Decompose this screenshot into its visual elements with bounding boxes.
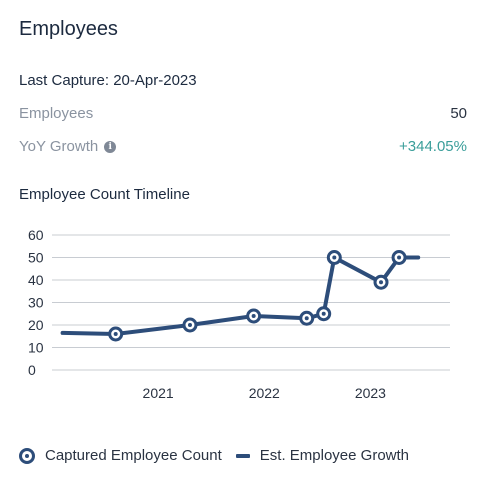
captured-point-center bbox=[113, 332, 118, 336]
legend-captured-label: Captured Employee Count bbox=[45, 447, 222, 464]
x-tick-label: 2021 bbox=[143, 385, 174, 401]
x-tick-label: 2022 bbox=[249, 385, 280, 401]
x-tick-label: 2023 bbox=[355, 385, 386, 401]
captured-point-center bbox=[397, 255, 402, 260]
chart-title: Employee Count Timeline bbox=[19, 186, 190, 203]
captured-point-center bbox=[332, 255, 337, 260]
legend-estimated[interactable]: Est. Employee Growth bbox=[235, 447, 410, 464]
employee-timeline-chart: 0 10 20 30 40 50 60 2021 2022 2023 bbox=[28, 227, 450, 401]
captured-point-center bbox=[187, 323, 192, 327]
captured-point-center bbox=[379, 280, 384, 285]
employees-label: Employees bbox=[19, 105, 94, 122]
yoy-growth-row: YoY Growth i +344.05% bbox=[19, 138, 467, 155]
yoy-growth-label-wrap: YoY Growth i bbox=[19, 138, 117, 155]
legend-estimated-label: Est. Employee Growth bbox=[259, 447, 410, 464]
y-tick-label: 60 bbox=[28, 227, 44, 243]
info-icon[interactable]: i bbox=[104, 140, 117, 153]
y-tick-label: 50 bbox=[28, 250, 44, 266]
estimated-growth-line bbox=[60, 255, 421, 336]
y-tick-label: 20 bbox=[28, 317, 44, 333]
y-tick-label: 10 bbox=[28, 340, 44, 356]
employees-title: Employees bbox=[19, 18, 118, 40]
y-tick-label: 0 bbox=[28, 362, 36, 378]
chart-legend: Captured Employee Count Est. Employee Gr… bbox=[19, 447, 423, 464]
employees-value: 50 bbox=[450, 105, 467, 122]
employees-row: Employees 50 bbox=[19, 105, 467, 122]
estimated-line-icon bbox=[235, 453, 250, 458]
captured-point-center bbox=[251, 314, 256, 318]
captured-marker-icon bbox=[19, 447, 35, 464]
y-tick-label: 30 bbox=[28, 295, 44, 311]
y-tick-label: 40 bbox=[28, 272, 44, 288]
captured-point-center bbox=[304, 316, 309, 321]
legend-captured[interactable]: Captured Employee Count bbox=[19, 447, 222, 464]
yoy-growth-label: YoY Growth bbox=[19, 138, 99, 155]
last-capture-text: Last Capture: 20-Apr-2023 bbox=[19, 72, 197, 89]
captured-point-center bbox=[321, 311, 326, 316]
yoy-growth-value: +344.05% bbox=[399, 138, 467, 155]
